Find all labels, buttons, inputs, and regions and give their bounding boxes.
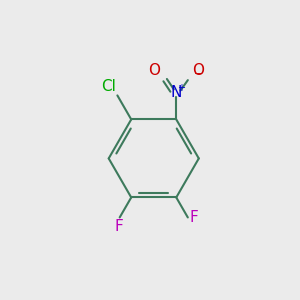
Text: O: O [148,63,160,78]
Text: F: F [114,219,123,234]
Text: −: − [194,69,204,80]
Text: O: O [192,63,204,78]
Text: +: + [177,83,185,93]
Text: N: N [171,85,182,100]
Text: Cl: Cl [101,79,116,94]
Text: F: F [190,210,198,225]
